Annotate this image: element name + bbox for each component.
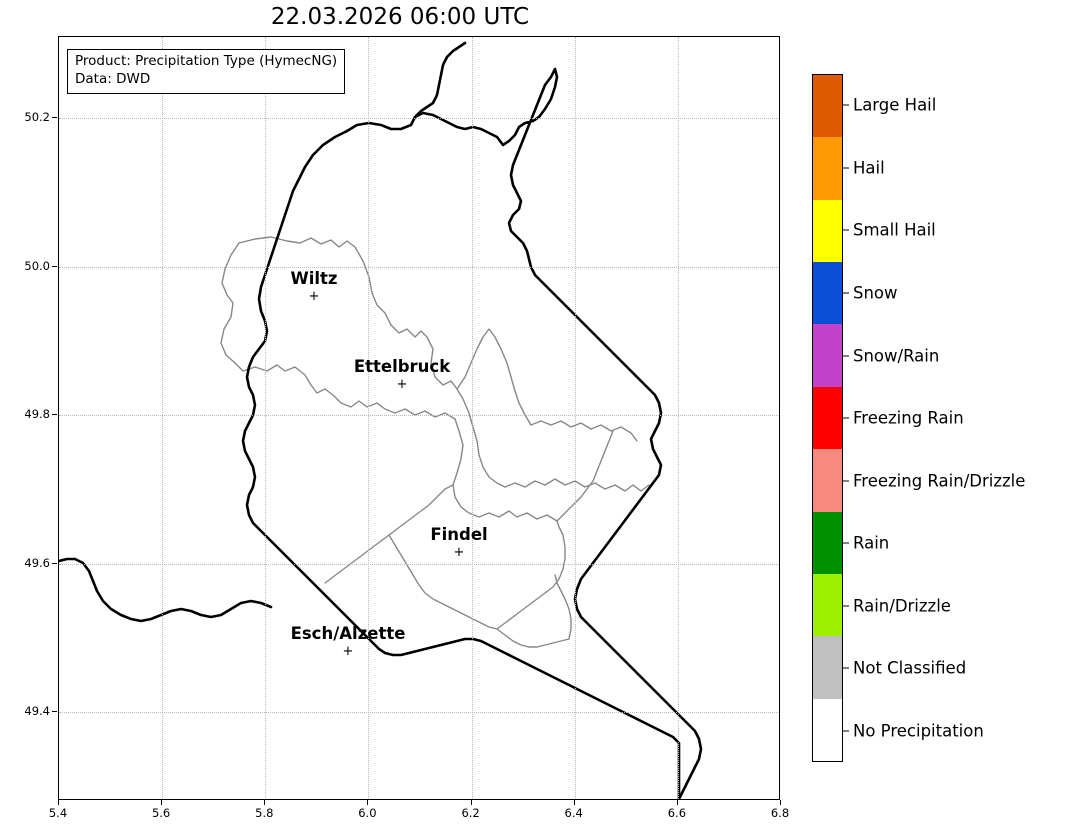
xtick-label-6.8: 6.8 bbox=[770, 806, 790, 820]
colorbar-cell-hail[interactable] bbox=[813, 137, 842, 200]
xtick-label-5.4: 5.4 bbox=[48, 806, 68, 820]
city-label-wiltz[interactable]: Wiltz + bbox=[290, 269, 338, 304]
eastern-border bbox=[345, 67, 703, 799]
xtick-mark-6.4 bbox=[573, 800, 575, 805]
gridline-lat-49.6 bbox=[59, 563, 779, 565]
info-box: Product: Precipitation Type (HymecNG) Da… bbox=[67, 49, 346, 94]
xtick-mark-5.6 bbox=[161, 800, 163, 805]
colorbar-tick-icon bbox=[843, 417, 849, 419]
luxembourg-map bbox=[59, 41, 703, 799]
colorbar-label-no-precipitation: No Precipitation bbox=[843, 721, 984, 740]
map-plot-area[interactable]: Product: Precipitation Type (HymecNG) Da… bbox=[58, 36, 780, 800]
gridline-lon-6.0 bbox=[368, 37, 370, 799]
colorbar-cell-snow-rain[interactable] bbox=[813, 324, 842, 387]
gridline-lon-5.6 bbox=[162, 37, 164, 799]
xtick-label-6.6: 6.6 bbox=[667, 806, 687, 820]
colorbar-label-small-hail: Small Hail bbox=[843, 221, 936, 240]
ytick-mark-49.6 bbox=[52, 562, 57, 564]
gridline-lat-50.0 bbox=[59, 266, 779, 268]
xtick-mark-6.6 bbox=[676, 800, 678, 805]
colorbar-label-freezing-rain-drizzle: Freezing Rain/Drizzle bbox=[843, 471, 1025, 490]
ytick-mark-49.4 bbox=[52, 711, 57, 713]
gridline-lat-49.4 bbox=[59, 712, 779, 714]
colorbar-label-rain: Rain bbox=[843, 534, 889, 553]
xtick-label-6.0: 6.0 bbox=[358, 806, 377, 820]
city-marker-ettelbruck: + bbox=[396, 376, 408, 392]
colorbar-tick-icon bbox=[843, 730, 849, 732]
ytick-label-49.8: 49.8 bbox=[24, 407, 50, 422]
city-label-findel[interactable]: Findel + bbox=[430, 525, 488, 560]
colorbar[interactable] bbox=[812, 74, 843, 762]
xtick-label-5.8: 5.8 bbox=[255, 806, 274, 820]
colorbar-cell-small-hail[interactable] bbox=[813, 199, 842, 263]
colorbar-cell-large-hail[interactable] bbox=[813, 75, 842, 138]
city-marker-findel: + bbox=[453, 544, 465, 560]
colorbar-cell-not-classified[interactable] bbox=[813, 636, 842, 699]
colorbar-cell-no-precipitation[interactable] bbox=[813, 698, 842, 761]
city-name-ettelbruck: Ettelbruck bbox=[353, 357, 451, 376]
city-name-findel: Findel bbox=[430, 525, 488, 544]
ytick-mark-49.8 bbox=[52, 414, 57, 416]
colorbar-cell-rain-drizzle[interactable] bbox=[813, 573, 842, 637]
ytick-label-50.0: 50.0 bbox=[24, 258, 50, 273]
info-data-line: Data: DWD bbox=[75, 70, 151, 87]
colorbar-tick-icon bbox=[843, 292, 849, 294]
colorbar-cell-freezing-rain-drizzle[interactable] bbox=[813, 449, 842, 512]
ytick-label-49.4: 49.4 bbox=[24, 704, 50, 719]
colorbar-tick-icon bbox=[843, 167, 849, 169]
page-title: 22.03.2026 06:00 UTC bbox=[270, 4, 530, 30]
colorbar-tick-icon bbox=[843, 667, 849, 669]
western-southern-border bbox=[241, 129, 681, 799]
city-marker-esch-alzette: + bbox=[342, 643, 354, 659]
xtick-mark-6.8 bbox=[780, 800, 781, 805]
colorbar-tick-icon bbox=[843, 542, 849, 544]
ytick-mark-50.2 bbox=[52, 117, 57, 118]
xtick-mark-6.0 bbox=[367, 800, 369, 805]
xtick-mark-6.2 bbox=[470, 800, 472, 805]
colorbar-cell-snow[interactable] bbox=[813, 262, 842, 325]
colorbar-label-snow: Snow bbox=[843, 283, 898, 302]
gridline-lon-6.4 bbox=[574, 37, 576, 799]
gridline-lon-6.6 bbox=[677, 37, 679, 799]
xtick-label-6.4: 6.4 bbox=[564, 806, 583, 820]
colorbar-cell-freezing-rain[interactable] bbox=[813, 386, 842, 450]
ytick-label-50.2: 50.2 bbox=[24, 110, 50, 124]
city-label-ettelbruck[interactable]: Ettelbruck + bbox=[353, 357, 451, 392]
colorbar-label-hail: Hail bbox=[843, 158, 885, 177]
colorbar-label-not-classified: Not Classified bbox=[843, 659, 966, 678]
gridline-lat-50.2 bbox=[59, 118, 779, 119]
city-label-esch-alzette[interactable]: Esch/Alzette + bbox=[290, 624, 406, 659]
city-name-wiltz: Wiltz bbox=[290, 269, 338, 288]
colorbar-tick-icon bbox=[843, 480, 849, 481]
colorbar-tick-icon bbox=[843, 229, 849, 231]
gridline-lon-5.8 bbox=[265, 37, 267, 799]
colorbar-label-snow-rain: Snow/Rain bbox=[843, 346, 939, 365]
info-product-line: Product: Precipitation Type (HymecNG) bbox=[75, 53, 338, 69]
ytick-label-49.6: 49.6 bbox=[24, 555, 50, 570]
colorbar-tick-icon bbox=[843, 355, 849, 356]
northern-border-extension bbox=[413, 41, 467, 119]
colorbar-label-freezing-rain: Freezing Rain bbox=[843, 409, 964, 428]
belgian-french-border-west bbox=[59, 557, 273, 623]
city-marker-wiltz: + bbox=[308, 288, 320, 304]
colorbar-tick-icon bbox=[843, 605, 849, 607]
gridline-lat-49.8 bbox=[59, 415, 779, 417]
ytick-mark-50.0 bbox=[52, 265, 57, 267]
colorbar-tick-icon bbox=[843, 104, 849, 106]
xtick-mark-5.4 bbox=[58, 800, 59, 805]
city-name-esch-alzette: Esch/Alzette bbox=[290, 624, 406, 643]
colorbar-label-large-hail: Large Hail bbox=[843, 96, 936, 115]
colorbar-cell-rain[interactable] bbox=[813, 511, 842, 574]
xtick-mark-5.8 bbox=[264, 800, 266, 805]
gridline-lon-6.2 bbox=[471, 37, 473, 799]
xtick-label-6.2: 6.2 bbox=[461, 806, 480, 820]
colorbar-label-rain-drizzle: Rain/Drizzle bbox=[843, 596, 951, 615]
xtick-label-5.6: 5.6 bbox=[151, 806, 171, 820]
